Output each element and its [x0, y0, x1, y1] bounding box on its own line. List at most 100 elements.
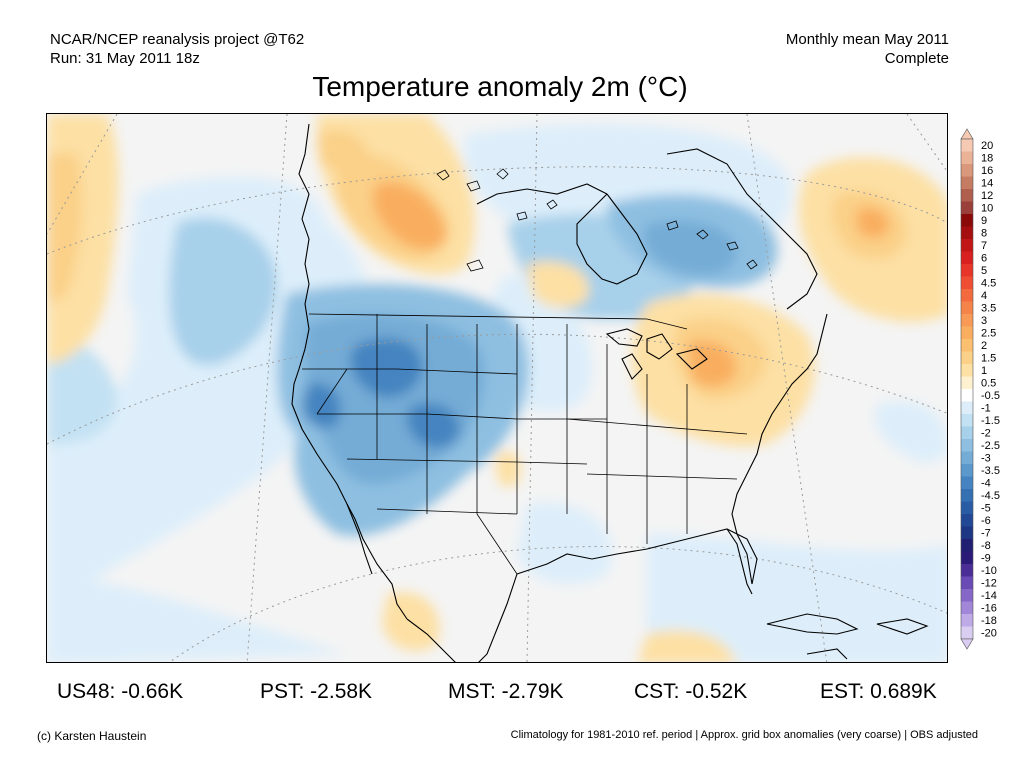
footnote-text: Climatology for 1981-2010 ref. period | … [510, 729, 978, 741]
colorbar-swatch [961, 351, 973, 365]
stat-est: EST: 0.689K [820, 680, 937, 703]
colorbar-swatch [961, 139, 973, 152]
colorbar-svg: 201816141210987654.543.532.521.510.5-0.5… [960, 128, 1000, 650]
colorbar-swatch [961, 539, 973, 552]
credit-text: (c) Karsten Haustein [37, 729, 147, 743]
colorbar-swatch [961, 339, 973, 352]
header-right: Monthly mean May 2011 Complete [786, 30, 949, 68]
colorbar-tick-label: 10 [981, 202, 993, 214]
status-label: Complete [884, 50, 949, 67]
colorbar-swatch [961, 289, 973, 302]
colorbar-swatch [961, 439, 973, 452]
colorbar-swatch [961, 464, 973, 477]
colorbar-tick-label: 2 [981, 340, 987, 352]
source-label: NCAR/NCEP reanalysis project @T62 [50, 31, 305, 48]
header-left: NCAR/NCEP reanalysis project @T62 Run: 3… [50, 30, 304, 68]
colorbar-tick-label: -12 [981, 577, 997, 589]
colorbar-tick-label: 6 [981, 252, 987, 264]
colorbar-tick-label: -5 [981, 502, 991, 514]
colorbar-swatch [961, 239, 973, 252]
colorbar-swatch [961, 151, 973, 165]
colorbar-tick-label: 3 [981, 315, 987, 327]
colorbar-tick-label: -7 [981, 527, 991, 539]
colorbar-tick-label: 0.5 [981, 377, 996, 389]
colorbar-tick-label: 2.5 [981, 327, 996, 339]
colorbar-tick-label: 7 [981, 240, 987, 252]
colorbar-tick-label: -2 [981, 427, 991, 439]
colorbar-tick-label: 20 [981, 140, 993, 152]
colorbar-swatch [961, 514, 973, 527]
colorbar-tick-label: -20 [981, 627, 997, 639]
colorbar-tick-label: 16 [981, 165, 993, 177]
colorbar-tick-label: -18 [981, 615, 997, 627]
colorbar-swatch [961, 314, 973, 327]
colorbar-swatch [961, 426, 973, 440]
colorbar-swatch [961, 364, 973, 377]
lakes [436, 168, 758, 272]
colorbar-swatch [961, 226, 973, 240]
colorbar-swatch [961, 476, 973, 490]
colorbar-swatch [961, 326, 973, 340]
colorbar-swatch [961, 526, 973, 540]
colorbar-tick-label: -2.5 [981, 440, 1000, 452]
colorbar-tick-label: -6 [981, 515, 991, 527]
colorbar: 20 18 16 14 12 10 9 8 7 6 5 4.5 4 3.5 3 2.5 2 1.5 1 0.5 -0.5… [958, 127, 1018, 652]
colorbar-swatch [961, 164, 973, 177]
colorbar-swatch [961, 264, 973, 277]
colorbar-swatch [961, 501, 973, 515]
stat-us48: US48: -0.66K [57, 680, 184, 703]
stat-mst: MST: -2.79K [448, 680, 564, 703]
colorbar-swatch [961, 601, 973, 615]
map-title: Temperature anomaly 2m (°C) [312, 71, 688, 102]
stat-pst: PST: -2.58K [260, 680, 373, 703]
colorbar-tick-label: -3.5 [981, 465, 1000, 477]
state-borders [302, 313, 748, 575]
colorbar-swatch [961, 614, 973, 627]
colorbar-min-arrow [960, 638, 974, 650]
colorbar-tick-label: 12 [981, 190, 993, 202]
colorbar-tick-label: 18 [981, 152, 993, 164]
colorbar-tick-label: 14 [981, 177, 993, 189]
colorbar-tick-label: 9 [981, 215, 987, 227]
colorbar-tick-label: -3 [981, 452, 991, 464]
colorbar-swatch [961, 414, 973, 427]
colorbar-tick-label: 1 [981, 365, 987, 377]
colorbar-tick-label: -16 [981, 602, 997, 614]
colorbar-swatch [961, 489, 973, 502]
stat-cst: CST: -0.52K [634, 680, 748, 703]
colorbar-tick-label: -1 [981, 402, 991, 414]
colorbar-swatch [961, 376, 973, 390]
anomaly-shading [47, 114, 947, 662]
period-label: Monthly mean May 2011 [785, 31, 949, 48]
colorbar-swatch [961, 576, 973, 590]
colorbar-tick-label: 3.5 [981, 302, 996, 314]
colorbar-swatch [961, 201, 973, 215]
map-canvas [47, 114, 947, 662]
colorbar-tick-label: 4 [981, 290, 987, 302]
run-label: Run: 31 May 2011 18z [50, 50, 200, 67]
colorbar-tick-label: -8 [981, 540, 991, 552]
colorbar-tick-label: -14 [981, 590, 997, 602]
colorbar-swatch [961, 214, 973, 227]
colorbar-swatch [961, 251, 973, 265]
colorbar-swatch [961, 564, 973, 577]
anomaly-map [46, 113, 948, 663]
colorbar-swatch [961, 276, 973, 290]
colorbar-tick-label: 1.5 [981, 352, 996, 364]
colorbar-swatch [961, 176, 973, 190]
colorbar-tick-label: -4.5 [981, 490, 1000, 502]
graticule [47, 114, 947, 662]
colorbar-swatch [961, 389, 973, 402]
colorbar-swatch [961, 401, 973, 415]
colorbar-tick-label: 4.5 [981, 277, 996, 289]
colorbar-tick-label: -1.5 [981, 415, 1000, 427]
colorbar-swatch [961, 451, 973, 465]
colorbar-tick-label: 5 [981, 265, 987, 277]
colorbar-tick-label: -9 [981, 552, 991, 564]
colorbar-tick-label: -10 [981, 565, 997, 577]
colorbar-swatch [961, 301, 973, 315]
colorbar-swatch [961, 589, 973, 602]
colorbar-swatch [961, 626, 973, 640]
colorbar-tick-label: -0.5 [981, 390, 1000, 402]
colorbar-tick-label: 8 [981, 227, 987, 239]
